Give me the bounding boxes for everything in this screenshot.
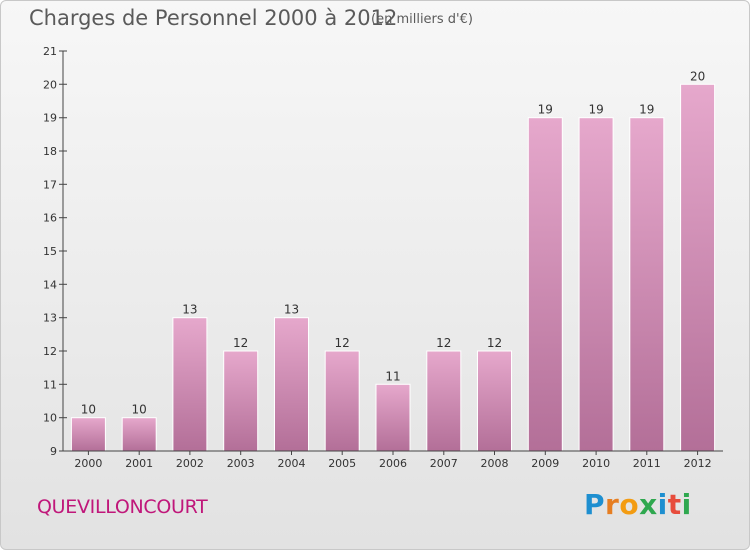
y-tick-19: 19 <box>43 112 57 125</box>
bar-2000 <box>70 417 106 452</box>
bar-2001 <box>121 417 157 452</box>
data-label-2009: 19 <box>538 103 553 117</box>
y-tick-12: 12 <box>43 345 57 358</box>
axes-layer: 2000 2001 2002 2003 2004 2005 2006 2007 2008 2009… <box>43 45 723 470</box>
bar-2009 <box>527 117 563 452</box>
data-label-2005: 12 <box>335 336 350 350</box>
y-tick-16: 16 <box>43 212 57 225</box>
y-tick-17: 17 <box>43 178 57 191</box>
brand-letter: t <box>667 488 682 521</box>
x-tick-2003: 2003 <box>227 457 255 470</box>
brand-letter: r <box>605 488 620 521</box>
brand-letter: i <box>657 488 668 521</box>
bar-2007 <box>426 350 462 452</box>
y-tick-15: 15 <box>43 245 57 258</box>
data-label-2004: 13 <box>284 303 299 317</box>
bar-2003 <box>223 350 259 452</box>
bars-layer: 10 10 13 12 13 12 11 12 12 19 19 19 20 <box>70 69 716 452</box>
data-label-2007: 12 <box>436 336 451 350</box>
y-tick-20: 20 <box>43 78 57 91</box>
bar-2002 <box>172 317 208 452</box>
x-tick-2004: 2004 <box>278 457 306 470</box>
y-tick-13: 13 <box>43 312 57 325</box>
data-label-2010: 19 <box>588 103 603 117</box>
brand-letter: o <box>619 488 640 521</box>
y-tick-10: 10 <box>43 412 57 425</box>
x-tick-2000: 2000 <box>74 457 102 470</box>
bar-2010 <box>578 117 614 452</box>
x-tick-2001: 2001 <box>125 457 153 470</box>
x-tick-2011: 2011 <box>633 457 661 470</box>
x-tick-2006: 2006 <box>379 457 407 470</box>
data-label-2008: 12 <box>487 336 502 350</box>
brand-letter: i <box>681 488 692 521</box>
x-tick-2002: 2002 <box>176 457 204 470</box>
bar-2004 <box>274 317 309 452</box>
y-tick-11: 11 <box>43 378 57 391</box>
data-label-2003: 12 <box>233 336 248 350</box>
bar-2011 <box>629 117 665 452</box>
data-label-2001: 10 <box>132 403 147 417</box>
data-label-2011: 19 <box>639 103 654 117</box>
x-tick-2008: 2008 <box>481 457 509 470</box>
x-tick-2007: 2007 <box>430 457 458 470</box>
x-tick-2010: 2010 <box>582 457 610 470</box>
data-label-2002: 13 <box>182 303 197 317</box>
brand-letter: P <box>584 488 606 521</box>
y-tick-14: 14 <box>43 278 57 291</box>
x-tick-2005: 2005 <box>328 457 356 470</box>
y-tick-18: 18 <box>43 145 57 158</box>
proxiti-logo[interactable]: Proxiti <box>584 488 692 521</box>
x-tick-2009: 2009 <box>531 457 559 470</box>
data-label-2006: 11 <box>385 369 400 383</box>
data-label-2000: 10 <box>81 403 96 417</box>
brand-letter: x <box>639 488 658 521</box>
data-label-2012: 20 <box>690 69 705 83</box>
bar-2006 <box>375 383 411 452</box>
chart-subtitle: (en milliers d'€) <box>371 12 473 27</box>
chart-title: Charges de Personnel 2000 à 2012 <box>29 6 398 30</box>
commune-name: QUEVILLONCOURT <box>37 496 208 518</box>
bar-2005 <box>324 350 360 452</box>
y-tick-9: 9 <box>50 445 57 458</box>
y-tick-21: 21 <box>43 45 57 58</box>
bar-2008 <box>477 350 512 452</box>
bar-2012 <box>680 83 716 452</box>
x-tick-2012: 2012 <box>684 457 712 470</box>
